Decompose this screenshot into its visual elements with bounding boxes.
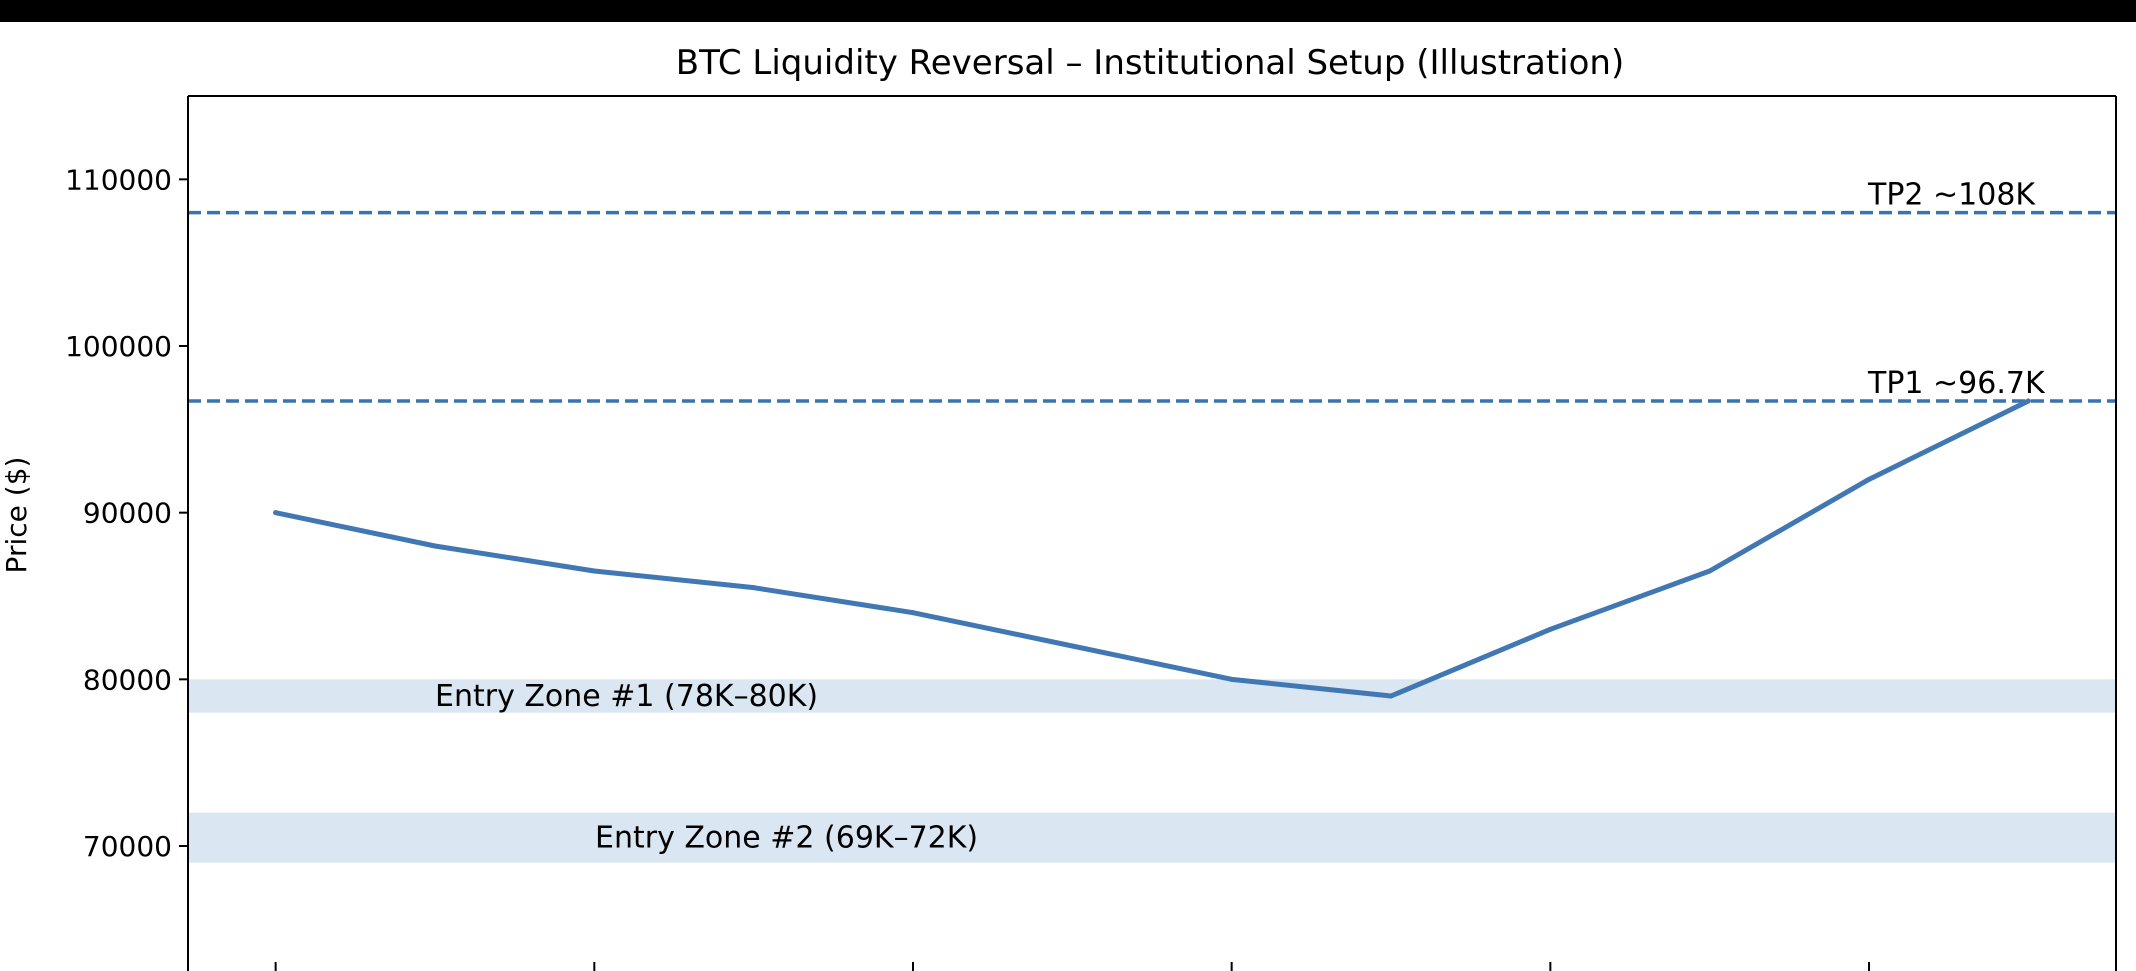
price-point xyxy=(1388,693,1394,699)
price-series xyxy=(273,398,2031,699)
entry-zone-band-1 xyxy=(188,679,2116,713)
axes: 70000 80000 90000 100000 110000 xyxy=(65,95,2117,971)
tp-label-2: TP1 ~96.7K xyxy=(1867,366,2046,401)
price-point xyxy=(591,568,597,574)
price-point xyxy=(432,543,438,549)
y-tick-label: 110000 xyxy=(65,163,172,196)
take-profit-lines xyxy=(188,210,2116,403)
price-point xyxy=(1069,643,1075,649)
entry-zone-label-2: Entry Zone #2 (69K–72K) xyxy=(595,821,978,856)
chart-title: BTC Liquidity Reversal – Institutional S… xyxy=(676,43,1624,83)
price-line xyxy=(273,398,2031,699)
price-point xyxy=(2025,398,2031,404)
price-point xyxy=(1547,626,1553,632)
price-point xyxy=(273,510,279,516)
y-tick-label: 90000 xyxy=(83,497,172,530)
entry-zone-label-1: Entry Zone #1 (78K–80K) xyxy=(435,679,818,714)
price-point xyxy=(910,610,916,616)
price-point xyxy=(1707,568,1713,574)
price-point xyxy=(1229,676,1235,682)
annotation-labels: Entry Zone #1 (78K–80K) Entry Zone #2 (69… xyxy=(435,178,2046,856)
top-black-bar xyxy=(0,0,2136,22)
y-tick-label: 100000 xyxy=(65,330,172,363)
price-point xyxy=(751,585,757,591)
y-tick-label: 80000 xyxy=(83,663,172,696)
entry-zone-band-2 xyxy=(188,812,2116,863)
y-tick-label: 70000 xyxy=(83,830,172,863)
price-point xyxy=(1866,476,1872,482)
tp-label-1: TP2 ~108K xyxy=(1867,178,2036,213)
entry-zones xyxy=(188,679,2116,863)
y-axis-label: Price ($) xyxy=(0,457,33,574)
